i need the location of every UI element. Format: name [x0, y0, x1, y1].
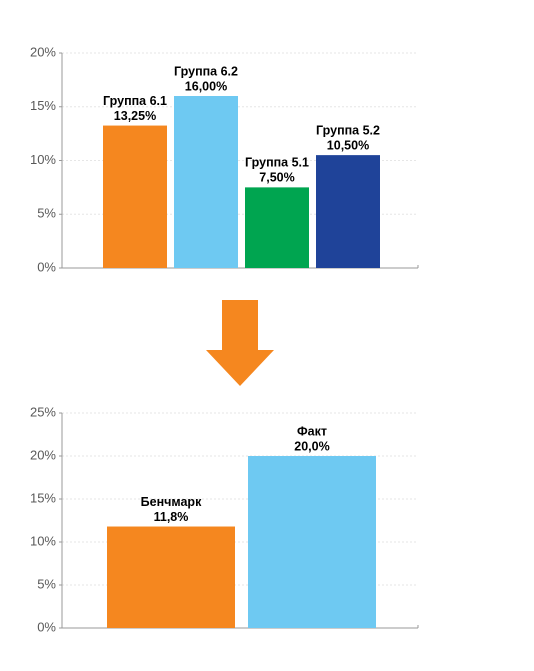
bar-value-label: 10,50%: [327, 138, 369, 152]
y-tick-label: 0%: [37, 619, 56, 634]
bar-value-label: 20,0%: [294, 439, 329, 453]
y-tick-label: 20%: [30, 44, 56, 59]
arrow: [206, 300, 274, 386]
bar-value-label: 11,8%: [154, 510, 189, 524]
y-tick-label: 0%: [37, 259, 56, 274]
bar-category-label: Группа 5.2: [316, 123, 380, 137]
bar-value-label: 13,25%: [114, 109, 156, 123]
y-tick-label: 20%: [30, 447, 56, 462]
bar-value-label: 16,00%: [185, 79, 227, 93]
bar-value-label: 7,50%: [259, 171, 294, 185]
y-tick-label: 10%: [30, 152, 56, 167]
bar: [174, 96, 238, 268]
bar: [248, 456, 376, 628]
bar-category-label: Бенчмарк: [141, 495, 202, 509]
bar-category-label: Факт: [297, 424, 327, 438]
bar-category-label: Группа 6.1: [103, 94, 167, 108]
y-tick-label: 25%: [30, 404, 56, 419]
y-tick-label: 5%: [37, 206, 56, 221]
y-tick-label: 15%: [30, 490, 56, 505]
y-tick-label: 15%: [30, 98, 56, 113]
bar: [103, 125, 167, 268]
y-tick-label: 10%: [30, 533, 56, 548]
y-tick-label: 5%: [37, 576, 56, 591]
bar: [245, 187, 309, 268]
bar: [107, 526, 235, 628]
bar: [316, 155, 380, 268]
bar-category-label: Группа 6.2: [174, 64, 238, 78]
bar-category-label: Группа 5.1: [245, 156, 309, 170]
